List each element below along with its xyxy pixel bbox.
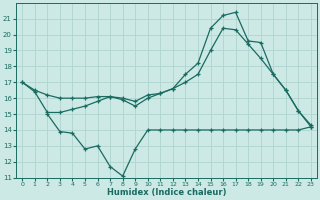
X-axis label: Humidex (Indice chaleur): Humidex (Indice chaleur) bbox=[107, 188, 226, 197]
